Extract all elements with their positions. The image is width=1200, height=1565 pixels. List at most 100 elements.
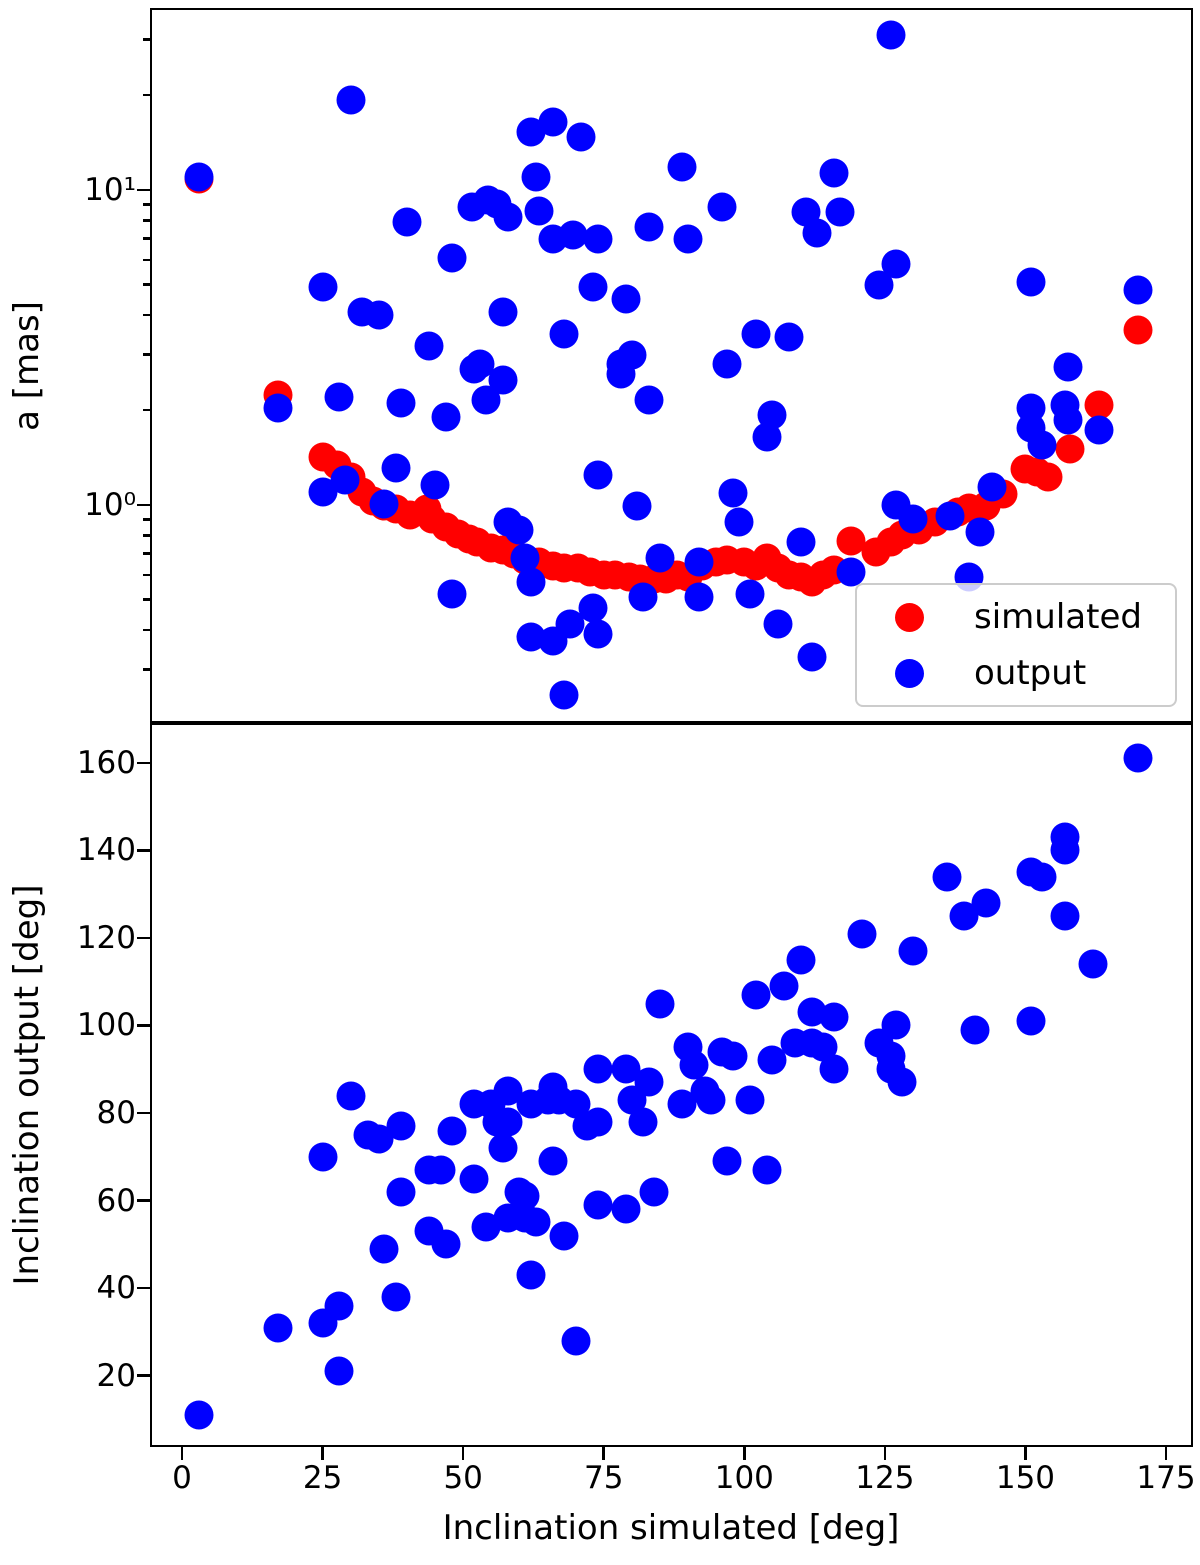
output-point bbox=[718, 478, 748, 508]
y-tick-label: 80 bbox=[96, 1095, 136, 1131]
output-point bbox=[364, 300, 394, 330]
y-tick-label: 140 bbox=[76, 832, 136, 869]
output-point bbox=[752, 1155, 782, 1185]
output-point bbox=[431, 402, 461, 432]
y-tick-minor bbox=[143, 598, 150, 601]
output-point bbox=[752, 422, 782, 452]
y-tick-minor bbox=[143, 93, 150, 97]
output-point bbox=[488, 365, 518, 395]
output-point bbox=[819, 158, 849, 188]
output-point bbox=[628, 582, 658, 612]
output-point bbox=[718, 1041, 748, 1071]
x-tick-label: 125 bbox=[855, 1460, 915, 1496]
x-tick-label: 100 bbox=[714, 1460, 774, 1496]
y-tick-minor bbox=[143, 258, 150, 262]
output-point bbox=[392, 207, 422, 237]
output-point bbox=[1016, 267, 1046, 297]
y-tick-label: 160 bbox=[76, 744, 136, 781]
x-tick-major bbox=[1164, 1447, 1168, 1460]
y-tick-label: 10¹ bbox=[84, 171, 136, 208]
y-tick-minor bbox=[143, 38, 150, 41]
output-point bbox=[881, 1010, 911, 1040]
output-point bbox=[876, 20, 905, 50]
output-point bbox=[1123, 743, 1153, 773]
x-tick-major bbox=[883, 1447, 887, 1460]
output-point bbox=[1053, 352, 1083, 382]
output-point bbox=[558, 220, 588, 250]
output-point bbox=[516, 1260, 546, 1290]
output-point bbox=[516, 567, 546, 597]
x-tick-label: 50 bbox=[443, 1460, 483, 1496]
legend-label-output: output bbox=[974, 653, 1087, 693]
bottom-panel bbox=[150, 723, 1193, 1447]
x-tick-label: 75 bbox=[584, 1460, 624, 1496]
output-point bbox=[707, 192, 737, 222]
output-point bbox=[386, 1111, 416, 1141]
output-point bbox=[504, 515, 534, 545]
output-point bbox=[524, 196, 554, 226]
y-tick-minor bbox=[143, 668, 150, 671]
legend-label-simulated: simulated bbox=[974, 597, 1142, 637]
y-tick-major bbox=[137, 1286, 150, 1290]
legend-entry-output: output bbox=[857, 649, 1175, 697]
output-point bbox=[735, 579, 765, 609]
output-point bbox=[583, 1054, 613, 1084]
output-point bbox=[369, 489, 399, 518]
y-tick-minor bbox=[143, 353, 150, 356]
output-point bbox=[493, 202, 523, 232]
output-point bbox=[578, 272, 607, 302]
output-point bbox=[797, 642, 827, 672]
output-point bbox=[561, 1326, 591, 1356]
output-point bbox=[712, 349, 742, 379]
output-point bbox=[802, 218, 832, 248]
y-tick-major bbox=[137, 503, 150, 507]
y-tick-minor bbox=[143, 628, 150, 632]
y-tick-minor bbox=[143, 219, 150, 222]
output-point bbox=[724, 507, 754, 537]
output-point bbox=[324, 1356, 354, 1386]
output-point bbox=[381, 1282, 411, 1312]
output-point bbox=[684, 582, 714, 612]
x-tick-major bbox=[1024, 1447, 1027, 1460]
output-point bbox=[611, 284, 641, 314]
x-tick-major bbox=[743, 1447, 746, 1460]
output-point bbox=[336, 1081, 366, 1110]
legend-marker-output-icon bbox=[895, 658, 924, 688]
output-point bbox=[381, 453, 411, 483]
y-tick-major bbox=[137, 1111, 150, 1115]
output-point bbox=[684, 547, 714, 577]
output-point bbox=[459, 354, 489, 384]
y-tick-minor bbox=[143, 283, 150, 286]
output-point bbox=[741, 319, 771, 348]
output-point bbox=[696, 1085, 726, 1115]
output-point bbox=[336, 85, 366, 115]
output-point bbox=[763, 609, 793, 639]
y-tick-label: 100 bbox=[76, 1007, 136, 1044]
output-point bbox=[971, 888, 1001, 918]
output-point bbox=[634, 212, 664, 242]
output-point bbox=[538, 107, 568, 137]
y-tick-minor bbox=[143, 408, 150, 412]
x-axis-label: Inclination simulated [deg] bbox=[442, 1508, 900, 1548]
output-point bbox=[606, 359, 636, 389]
output-point bbox=[263, 393, 293, 423]
output-point bbox=[184, 1400, 214, 1430]
y-tick-major bbox=[137, 1024, 150, 1027]
output-point bbox=[786, 945, 816, 975]
y-tick-minor bbox=[143, 237, 150, 240]
y-tick-label: 10⁰ bbox=[84, 486, 136, 523]
output-point bbox=[583, 1190, 613, 1220]
output-point bbox=[819, 1002, 849, 1032]
output-point bbox=[1027, 430, 1057, 460]
output-point bbox=[887, 1067, 917, 1097]
simulated-point bbox=[1033, 462, 1063, 492]
y-tick-major bbox=[137, 1199, 150, 1202]
output-point bbox=[1050, 901, 1080, 931]
legend: simulated output bbox=[855, 583, 1177, 707]
x-tick-label: 0 bbox=[172, 1460, 192, 1496]
output-point bbox=[960, 1015, 990, 1045]
y-tick-major bbox=[137, 936, 150, 940]
simulated-point bbox=[1055, 434, 1085, 464]
output-point bbox=[521, 1207, 551, 1237]
legend-marker-simulated-icon bbox=[895, 602, 924, 632]
